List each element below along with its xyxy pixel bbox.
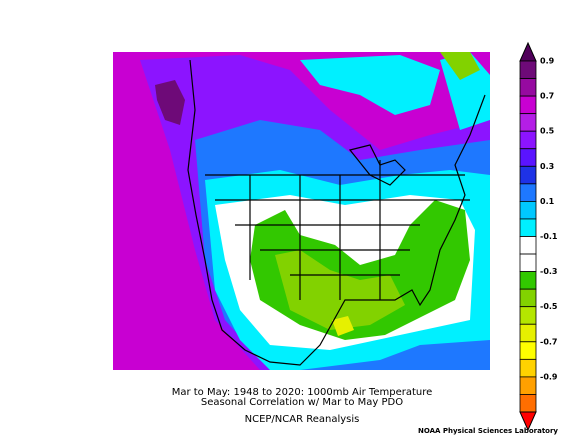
colorbar-label: 0.3 [540,162,554,171]
colorbar-arrow [519,411,537,432]
caption-line: Seasonal Correlation w/ Mar to May PDO [201,397,403,408]
caption-line: NCEP/NCAR Reanalysis [245,414,360,425]
colorbar-box [519,271,537,290]
colorbar-box [519,95,537,115]
colorbar-label: 0.9 [540,57,555,66]
colorbar-label: -0.7 [540,337,558,346]
colorbar-box [519,218,537,237]
colorbar: 0.9 0.7 0.5 0.3 0.1 -0.1 -0.3 -0.5 -0.7 -0.9 [519,41,558,432]
colorbar-box [519,358,537,378]
colorbar-label: 0.1 [540,197,555,206]
colorbar-box [519,236,537,255]
colorbar-box [519,288,537,308]
colorbar-box [519,183,537,202]
credit: NOAA Physical Sciences Laboratory [418,427,558,435]
colorbar-box [519,78,537,97]
colorbar-box [519,113,537,132]
colorbar-box [519,253,537,273]
colorbar-label: 0.5 [540,127,555,136]
colorbar-box [519,341,537,360]
colorbar-box [519,323,537,343]
region-green [440,52,480,80]
borders [205,160,470,300]
region-cyan [300,55,440,115]
colorbar-label: -0.5 [540,302,558,311]
colorbar-box [519,130,537,150]
caption-line: Mar to May: 1948 to 2020: 1000mb Air Tem… [172,387,433,398]
region-darkpurple [155,80,185,125]
colorbar-box [519,200,537,220]
colorbar-box [519,376,537,395]
colorbar-label: -0.1 [540,232,558,241]
colorbar-label: 0.7 [540,92,554,101]
colorbar-label: -0.9 [540,372,558,381]
colorbar-box [519,165,537,185]
map [113,52,490,370]
region-yellow [332,316,354,336]
coastline [187,59,486,366]
great-lakes [348,144,406,186]
colorbar-box [519,148,537,167]
colorbar-box [519,60,537,79]
region-cyan [440,52,490,130]
colorbar-box [519,306,537,325]
colorbar-label: -0.3 [540,267,558,276]
colorbar-box [519,394,537,413]
colorbar-arrow [519,41,537,62]
